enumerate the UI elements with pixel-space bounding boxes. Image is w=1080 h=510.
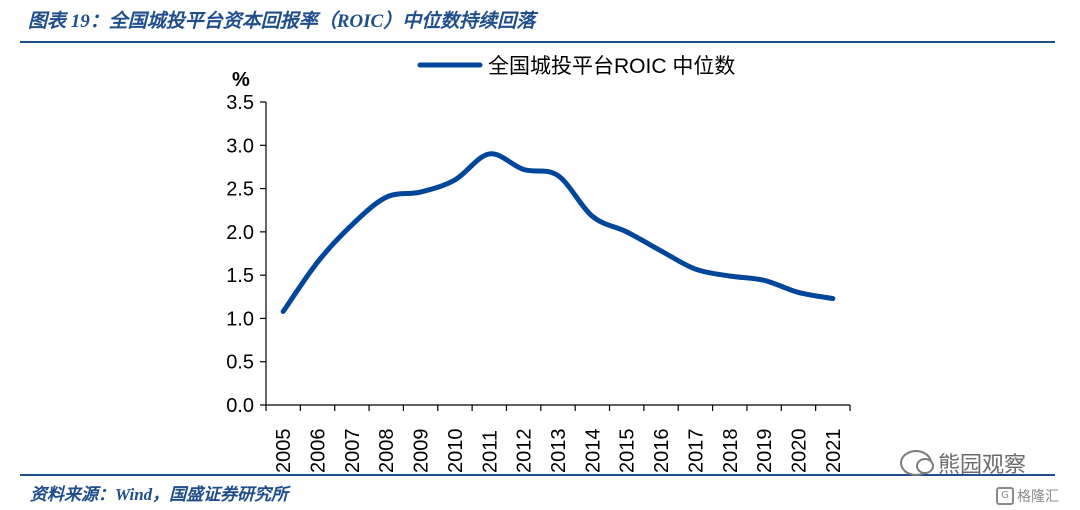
source-note: 资料来源：Wind，国盛证券研究所 bbox=[30, 485, 289, 504]
top-divider bbox=[20, 41, 1055, 43]
x-tick-label: 2005 bbox=[273, 429, 295, 474]
y-tick-label: 2.5 bbox=[226, 179, 254, 201]
figure-title: 图表 19：全国城投平台资本回报率（ROIC）中位数持续回落 bbox=[28, 11, 536, 32]
axes bbox=[260, 101, 851, 411]
y-axis-unit-label: % bbox=[232, 69, 250, 91]
x-tick-label: 2009 bbox=[411, 429, 433, 474]
wechat-watermark-text: 熊园观察 bbox=[938, 453, 1027, 478]
x-tick-label: 2008 bbox=[376, 429, 398, 474]
gelonghui-watermark-text: 格隆汇 bbox=[1017, 489, 1059, 505]
x-tick-label: 2014 bbox=[582, 429, 604, 474]
bottom-divider bbox=[20, 474, 1055, 476]
y-tick-label: 3.5 bbox=[226, 92, 254, 114]
series-group bbox=[280, 151, 836, 315]
y-tick-label: 3.0 bbox=[226, 135, 254, 157]
series-line bbox=[280, 151, 836, 315]
wechat-icon bbox=[900, 450, 934, 476]
x-tick-label: 2019 bbox=[754, 429, 776, 474]
y-tick-label: 0.5 bbox=[226, 352, 254, 374]
x-tick-label: 2021 bbox=[823, 429, 845, 474]
y-tick-label: 1.0 bbox=[226, 308, 254, 330]
x-tick-label: 2018 bbox=[720, 429, 742, 474]
x-tick-label: 2013 bbox=[548, 429, 570, 474]
x-tick-label: 2010 bbox=[445, 429, 467, 474]
x-tick-label: 2015 bbox=[617, 429, 639, 474]
x-tick-label: 2006 bbox=[308, 429, 330, 474]
wechat-watermark: 熊园观察 bbox=[900, 447, 1026, 479]
x-tick-label: 2012 bbox=[514, 429, 536, 474]
x-tick-label: 2011 bbox=[479, 430, 501, 473]
x-tick-label: 2017 bbox=[685, 429, 707, 474]
x-tick-label: 2016 bbox=[651, 429, 673, 474]
legend: 全国城投平台ROIC 中位数 bbox=[417, 55, 735, 78]
x-tick-label: 2007 bbox=[342, 429, 364, 474]
y-tick-label: 0.0 bbox=[226, 395, 254, 417]
x-tick-labels: 2005 2006 2007 2008 2009 2010 2011 2012 2013 2014… bbox=[273, 429, 845, 474]
y-tick-labels: 0.0 0.5 1.0 1.5 2.0 2.5 3.0 3.5 bbox=[226, 92, 254, 417]
y-tick-label: 2.0 bbox=[226, 222, 254, 244]
x-tick-label: 2020 bbox=[788, 429, 810, 474]
gelonghui-icon: G bbox=[996, 487, 1014, 505]
gelonghui-watermark: G 格隆汇 bbox=[996, 486, 1059, 506]
y-tick-label: 1.5 bbox=[226, 265, 254, 287]
legend-label: 全国城投平台ROIC 中位数 bbox=[488, 55, 735, 78]
